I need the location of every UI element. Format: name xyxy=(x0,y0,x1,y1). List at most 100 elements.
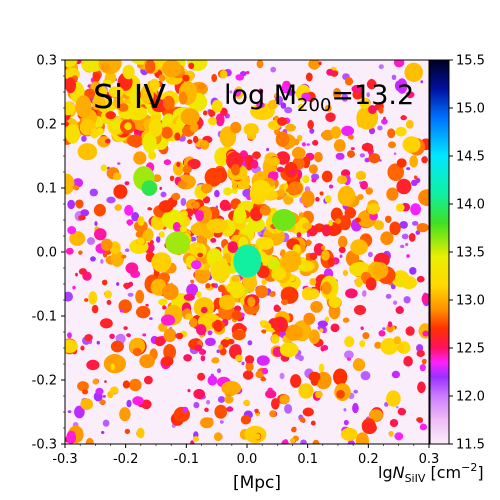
density-contour xyxy=(151,60,159,61)
density-contour xyxy=(242,370,254,380)
density-contour xyxy=(100,164,108,172)
density-contour xyxy=(132,347,142,357)
density-contour xyxy=(290,276,295,282)
density-contour xyxy=(314,151,323,163)
density-contour xyxy=(227,241,239,254)
density-contour xyxy=(235,354,243,362)
density-contour xyxy=(211,99,223,113)
density-contour xyxy=(344,350,354,360)
density-contour xyxy=(234,305,242,312)
density-contour xyxy=(100,63,111,72)
density-contour xyxy=(99,399,106,405)
density-contour xyxy=(330,207,343,222)
density-contour xyxy=(80,398,93,411)
density-contour xyxy=(124,204,134,216)
density-contour xyxy=(380,231,394,245)
density-contour xyxy=(336,389,345,399)
density-contour xyxy=(355,432,369,444)
density-contour xyxy=(386,390,401,407)
density-contour xyxy=(281,439,289,444)
density-contour xyxy=(270,66,277,73)
density-contour xyxy=(194,344,203,352)
density-contour xyxy=(269,292,276,297)
density-contour xyxy=(408,233,416,242)
density-contour xyxy=(149,317,153,320)
density-contour xyxy=(180,108,200,126)
density-contour xyxy=(210,238,217,243)
colorbar-tick-label: 14.0 xyxy=(456,198,485,213)
density-contour xyxy=(193,388,205,400)
density-contour xyxy=(65,60,78,67)
density-contour xyxy=(297,134,303,142)
density-contour xyxy=(350,239,368,256)
density-contour xyxy=(302,407,314,417)
density-contour xyxy=(250,103,275,120)
density-contour xyxy=(102,419,110,427)
colorbar-ticks: 15.5 15.0 14.5 14.0 13.5 13.0 12.5 12.0 11.5 xyxy=(449,54,485,453)
density-contour xyxy=(163,344,177,360)
density-contour xyxy=(126,399,132,408)
density-contour xyxy=(205,283,211,289)
density-contour xyxy=(137,216,145,226)
density-contour xyxy=(378,106,384,114)
density-contour xyxy=(65,291,73,302)
density-contour xyxy=(206,399,211,405)
density-contour xyxy=(124,428,131,435)
density-contour xyxy=(347,134,354,140)
density-contour xyxy=(354,304,366,316)
density-contour xyxy=(78,215,86,221)
density-contour xyxy=(337,185,356,207)
density-contour xyxy=(377,125,383,131)
colorbar-label-prefix: lg xyxy=(378,463,393,482)
density-contour xyxy=(198,349,207,355)
density-contour xyxy=(319,328,324,333)
density-contour xyxy=(136,57,139,60)
density-contour xyxy=(162,60,182,78)
density-contour xyxy=(89,188,99,197)
density-contour xyxy=(184,313,193,320)
density-contour xyxy=(255,370,264,379)
density-contour xyxy=(330,323,340,333)
density-contour xyxy=(232,329,246,341)
density-contour xyxy=(253,433,261,440)
density-contour xyxy=(306,233,310,237)
density-contour xyxy=(261,279,267,285)
colorbar-label-close: ] xyxy=(477,463,483,482)
density-contour xyxy=(306,143,310,146)
density-contour xyxy=(342,269,348,277)
density-contour xyxy=(140,84,154,105)
density-contour xyxy=(321,224,331,237)
density-contour xyxy=(243,123,259,136)
density-contour xyxy=(172,222,181,232)
density-contour xyxy=(394,80,403,92)
density-contour xyxy=(214,404,228,419)
density-contour xyxy=(360,180,368,190)
density-contour xyxy=(395,406,399,409)
density-contour xyxy=(341,93,349,102)
density-contour xyxy=(282,250,302,273)
density-contour xyxy=(285,324,303,341)
density-contour xyxy=(416,344,424,352)
density-contour xyxy=(142,228,154,242)
density-contour xyxy=(98,60,122,75)
density-contour xyxy=(284,106,293,114)
density-contour xyxy=(308,329,320,345)
density-contour xyxy=(395,306,404,314)
density-contour xyxy=(183,293,195,301)
density-contour xyxy=(108,86,124,98)
density-contour xyxy=(397,343,405,353)
density-contour xyxy=(365,187,373,195)
density-contour xyxy=(141,399,152,410)
density-contour xyxy=(303,312,316,325)
density-contour xyxy=(256,355,270,366)
density-contour xyxy=(343,419,349,426)
density-contour xyxy=(104,380,107,383)
density-contour xyxy=(275,131,290,147)
density-contour xyxy=(421,358,427,365)
density-contour xyxy=(302,222,312,230)
density-contour xyxy=(255,412,260,417)
density-contour xyxy=(254,408,259,414)
density-contour xyxy=(365,277,377,291)
density-contour xyxy=(387,163,404,181)
density-contour xyxy=(117,103,129,112)
